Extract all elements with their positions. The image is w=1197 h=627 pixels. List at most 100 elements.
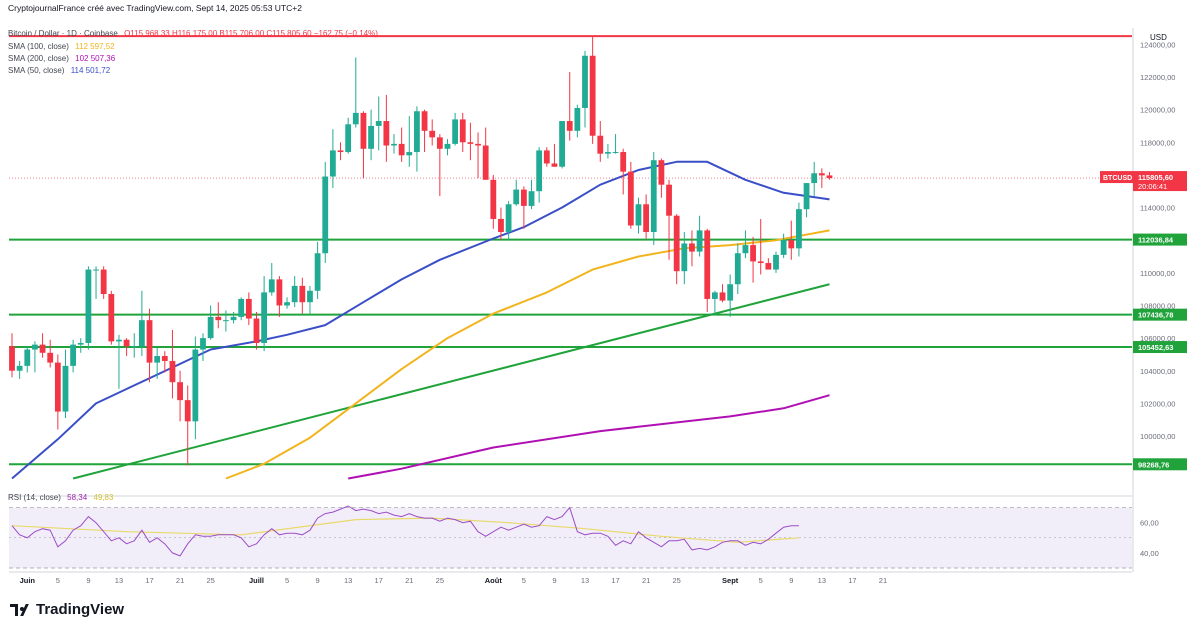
indicator-sma50[interactable]: SMA (50, close) 114 501,72 [8,66,110,75]
rsi-line [11,505,799,557]
indicator-sma200[interactable]: SMA (200, close) 102 507,36 [8,54,115,63]
candle-body [505,204,512,233]
candle-body [131,346,138,348]
candle-body [574,107,581,131]
candle-body [70,344,77,366]
candle-body [589,55,596,136]
sma-line [348,394,830,480]
candle-body [138,320,145,347]
candle-body [184,400,191,422]
candle-body [452,119,459,144]
candle-body [650,160,657,233]
time-tick-label: 21 [642,576,650,585]
indicator-rsi[interactable]: RSI (14, close) 58,34 49,83 [8,493,113,502]
time-tick-label: 17 [145,576,153,585]
time-tick-label: Juin [20,576,36,585]
candle-body [230,316,237,321]
time-tick-label: 21 [176,576,184,585]
candle-body [513,189,520,205]
candle-body [360,112,367,149]
candle-body [803,183,810,210]
symbol-title: Bitcoin / Dollar · 1D · Coinbase [8,29,118,38]
candle-body [605,152,611,154]
symbol-line: Bitcoin / Dollar · 1D · Coinbase O115 96… [8,29,378,38]
candle-body [689,243,695,252]
candle-body [16,365,23,371]
candle-body [24,349,31,366]
level-label: 105452,63 [1138,343,1173,352]
candle-body [559,121,565,167]
candle-body [467,142,474,144]
candle-body [200,338,206,350]
price-tick-label: 124000,00 [1140,40,1175,49]
currency-label: USD [1150,33,1167,42]
candle-body [169,360,176,383]
time-tick-label: 5 [759,576,763,585]
candle-body [658,160,665,185]
candle-body [421,111,428,131]
candle-body [459,119,466,143]
price-tick-label: 100000,00 [1140,432,1175,441]
candle-body [520,189,527,206]
candle-body [307,290,313,303]
candle-body [643,204,650,233]
candle-body [39,344,46,353]
candle-body [207,316,214,339]
candle-body [444,143,451,149]
price-tick-label: 106000,00 [1140,334,1175,343]
price-axis: USD100000,00102000,00104000,00106000,001… [1100,33,1187,471]
indicator-sma100[interactable]: SMA (100, close) 112 597,52 [8,42,115,51]
candle-body [314,253,321,291]
candle-body [223,320,229,322]
rsi-pane: 60,00 40,00 [9,505,1159,569]
candle-body [742,245,749,254]
indicator-label: SMA (100, close) [8,42,69,51]
candle-body [146,320,153,363]
tradingview-logo[interactable]: TradingView [10,601,124,618]
candle-body [429,130,436,138]
trendline-layer [72,283,830,480]
candle-body [245,298,252,319]
price-tick-label: 122000,00 [1140,73,1175,82]
candle-body [711,292,718,299]
time-tick-label: Août [485,576,503,585]
candle-body [620,152,627,172]
candle-body [85,269,92,344]
candle-body [192,349,199,422]
candle-body [337,150,344,153]
candle-body [375,121,382,126]
price-tick-label: 102000,00 [1140,399,1175,408]
plot-area [9,28,1132,572]
candle-body [566,121,573,131]
indicator-value: 102 507,36 [75,54,116,63]
last-price-label: 115805,60 [1138,173,1173,182]
level-label: 98268,76 [1138,460,1169,469]
countdown-label: 20:06:41 [1138,182,1167,191]
candle-body [329,150,336,177]
rsi-label: RSI (14, close) [8,493,61,502]
candle-body [123,339,130,347]
time-tick-label: 25 [206,576,214,585]
time-tick-label: 17 [848,576,856,585]
rsi-tick-label: 40,00 [1140,549,1159,558]
candle-body [681,243,688,272]
candle-body [673,215,680,272]
level-label-box [1133,341,1187,354]
level-label-box [1133,233,1187,246]
time-tick-label: 5 [56,576,60,585]
time-tick-label: 17 [611,576,619,585]
candle-body [750,245,756,262]
level-label: 107436,78 [1138,311,1173,320]
candle-body [253,318,260,344]
candle-body [727,284,734,301]
candle-body [551,163,558,167]
time-tick-label: 13 [344,576,352,585]
candle-body [238,298,245,317]
candle-body [788,240,795,249]
candle-body [826,175,833,179]
candle-body [414,111,420,153]
candle-body [291,285,298,303]
candle-body [77,343,84,345]
candle-body [383,121,390,146]
